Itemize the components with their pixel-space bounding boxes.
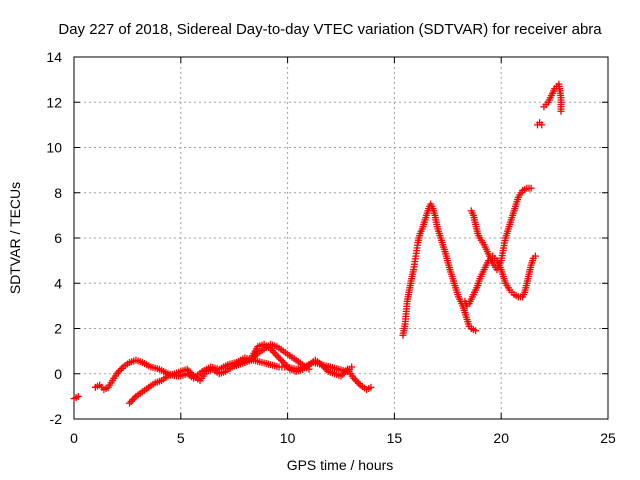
- data-point-fill: [355, 379, 363, 387]
- data-point-fill: [116, 366, 124, 374]
- x-tick-label: 20: [493, 430, 509, 446]
- data-point-fill: [129, 396, 137, 404]
- data-point-fill: [351, 376, 359, 384]
- data-point: [126, 399, 134, 407]
- data-point: [348, 363, 356, 371]
- data-point: [279, 358, 287, 366]
- data-point: [472, 327, 480, 335]
- data-point: [557, 107, 565, 115]
- y-tick-label: 2: [54, 321, 62, 337]
- data-point-fill: [130, 394, 138, 402]
- y-tick-label: 8: [54, 185, 62, 201]
- data-point: [527, 184, 535, 192]
- data-point-fill: [275, 353, 283, 361]
- data-point: [538, 121, 546, 129]
- data-point-fill: [118, 365, 126, 373]
- data-point: [367, 383, 375, 391]
- y-tick-label: 4: [54, 275, 62, 291]
- y-tick-label: 6: [54, 230, 62, 246]
- data-point-fill: [270, 348, 278, 356]
- x-tick-label: 10: [280, 430, 296, 446]
- data-point: [74, 392, 82, 400]
- data-point-fill: [271, 350, 279, 358]
- data-points: [70, 80, 565, 407]
- data-point-fill: [353, 378, 361, 386]
- data-point: [305, 365, 313, 373]
- y-tick-label: 12: [46, 94, 62, 110]
- y-axis-label: SDTVAR / TECUs: [7, 182, 23, 294]
- data-point-fill: [127, 397, 135, 405]
- x-axis-label: GPS time / hours: [287, 457, 394, 473]
- y-tick-label: -2: [50, 411, 63, 427]
- grid: [74, 57, 608, 419]
- data-point: [273, 352, 281, 360]
- x-tick-label: 0: [70, 430, 78, 446]
- axis-ticks: 0 5 10 15 20 25 -2 0 2 4 6 8 10 12 14: [46, 49, 616, 446]
- data-point-fill: [278, 357, 286, 365]
- y-tick-label: 14: [46, 49, 62, 65]
- data-point: [531, 252, 539, 260]
- x-tick-label: 15: [387, 430, 403, 446]
- x-tick-label: 25: [600, 430, 616, 446]
- data-point-fill: [276, 355, 284, 363]
- x-tick-label: 5: [177, 430, 185, 446]
- chart-title: Day 227 of 2018, Sidereal Day-to-day VTE…: [58, 21, 602, 38]
- y-tick-label: 0: [54, 366, 62, 382]
- y-tick-label: 10: [46, 140, 62, 156]
